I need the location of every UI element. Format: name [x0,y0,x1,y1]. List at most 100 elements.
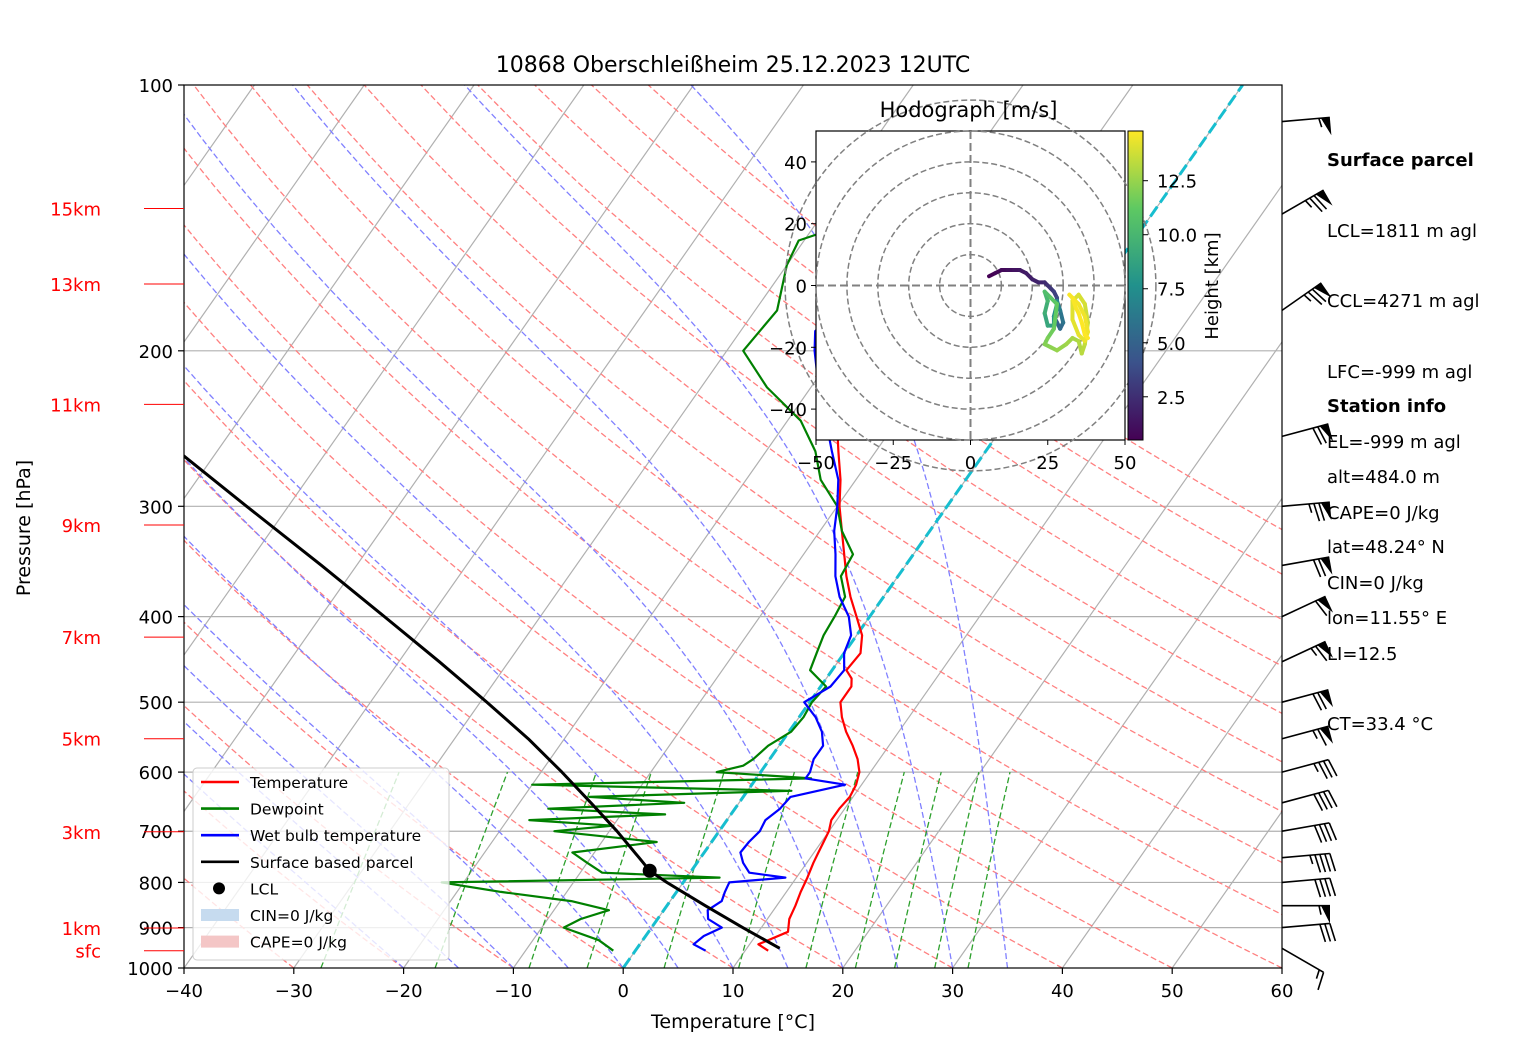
wind-barb-full [1313,194,1328,210]
mixing-ratio-line [893,771,942,968]
height-tick-label: 3km [62,823,101,844]
wind-barb-flag [1319,726,1334,744]
wind-barbs [1281,116,1338,991]
y-tick-label: 1000 [127,959,173,980]
wind-barb-flag [1320,502,1332,521]
hodograph-x-tick-label: 50 [1114,453,1137,474]
mixing-ratio-line [528,771,598,968]
y-tick-label: 800 [139,873,173,894]
x-tick-label: −10 [494,981,532,1002]
hodograph-segment [1076,302,1087,319]
y-tick-label: 900 [139,919,173,940]
wind-barb-shaft [1281,501,1330,508]
legend-box [192,767,450,961]
legend-swatch [201,935,239,948]
y-tick-label: 400 [139,608,173,629]
surface-parcel-title: Surface parcel [1327,150,1474,171]
wind-barb-flag [1317,641,1334,658]
height-tick-label: 11km [50,395,101,416]
height-tick-label: 5km [62,730,101,751]
wind-barb-full [1327,759,1338,777]
height-tick-label: 15km [50,200,101,221]
wind-barb-flag [1320,557,1333,575]
isotherm-gridline [1171,810,1282,968]
wind-barb [1281,595,1334,618]
station-info-line: lat=48.24° N [1327,537,1445,558]
hodograph-segment [1058,308,1066,325]
moist-adiabat [184,457,679,968]
x-tick-label: −30 [275,981,313,1002]
isotherm-gridline [952,497,1282,968]
colorbar-label: Height [km] [1202,232,1223,339]
hodograph-segment [1082,314,1090,334]
wind-barb-shaft [1281,947,1324,974]
wind-barb-full [1314,645,1328,662]
station-info-line: lon=11.55° E [1327,607,1448,629]
height-tick-label: 1km [62,919,101,940]
wind-barb-flag [1319,689,1334,708]
isotherm-gridline [184,85,695,813]
moist-adiabat [292,85,899,968]
wind-barb-full [1327,790,1338,808]
hodograph-x-tick-label: −25 [874,453,912,474]
x-tick-label: 20 [831,981,854,1002]
moist-adiabat [464,85,954,968]
surface-parcel-line: LI=12.5 [1327,643,1398,665]
mixing-ratio-line [737,771,796,968]
isotherm-gridline [842,340,1282,968]
wind-barb-shaft [1281,822,1330,833]
y-tick-label: 600 [139,763,173,784]
height-tick-label: 9km [62,516,101,537]
surface-parcel-line: LCL=1811 m agl [1327,220,1477,242]
wind-barb-shaft [1281,877,1330,884]
profile-surface-based-parcel [184,454,781,950]
wind-barb-full [1322,791,1333,809]
isotherm-gridline [732,184,1282,968]
wind-barb-full [1314,854,1322,873]
wind-barb-full [1309,197,1323,213]
dry-adiabat [184,539,734,968]
legend: Temperature Dewpoint Wet bulb temperature S… [192,767,450,961]
hodograph: Hodograph [m/s] −50 −25 0 25 50 40 20 0 −20 −40 2.5… [769,98,1223,474]
wind-barb-shaft [1281,789,1329,804]
wind-barb-half [1310,647,1318,657]
wind-barb [1281,789,1338,811]
hodograph-y-tick-label: 20 [784,215,807,236]
surface-parcel-line: EL=-999 m agl [1327,432,1461,453]
wind-barb-full [1307,291,1323,306]
x-tick-label: −20 [385,981,423,1002]
wind-barb-half [1315,969,1321,979]
moist-adiabat [184,253,789,968]
wind-barb [1281,640,1334,663]
wind-barb-full [1314,600,1328,617]
wind-barb-full [1324,878,1332,897]
moist-adiabat [184,603,569,968]
wind-barb-full [1313,503,1321,522]
profile-dewpoint [440,199,900,952]
wind-barb-full [1314,879,1322,898]
hodograph-segment [1042,298,1050,316]
surface-parcel-line: LFC=-999 m agl [1327,361,1473,383]
height-tick-label: sfc [75,942,101,963]
dry-adiabat [184,704,514,968]
surface-parcel-line: CT=33.4 °C [1327,714,1434,735]
wind-barb-flag [1319,423,1334,442]
wind-barb-full [1317,558,1327,577]
wind-barb-shaft [1281,423,1329,438]
hodograph-segment [1079,320,1087,337]
wind-barb-half [1308,503,1313,513]
wind-barb [1281,822,1338,843]
wind-barb-shaft [1281,640,1326,663]
dry-adiabat [193,85,1282,916]
dry-adiabat [249,85,1282,864]
wind-barb-full [1324,923,1332,942]
isotherm-gridline [184,85,365,343]
wind-barb-full [1318,502,1326,521]
wind-barb-half [1304,199,1313,208]
station-info-title: Station info [1327,396,1447,417]
colorbar-tick-label: 2.5 [1157,388,1186,409]
wind-barb-full [1319,854,1327,873]
wind-barb-half [1312,730,1318,740]
wind-barb [1281,423,1334,445]
hodograph-x-tick-label: 0 [965,453,976,474]
